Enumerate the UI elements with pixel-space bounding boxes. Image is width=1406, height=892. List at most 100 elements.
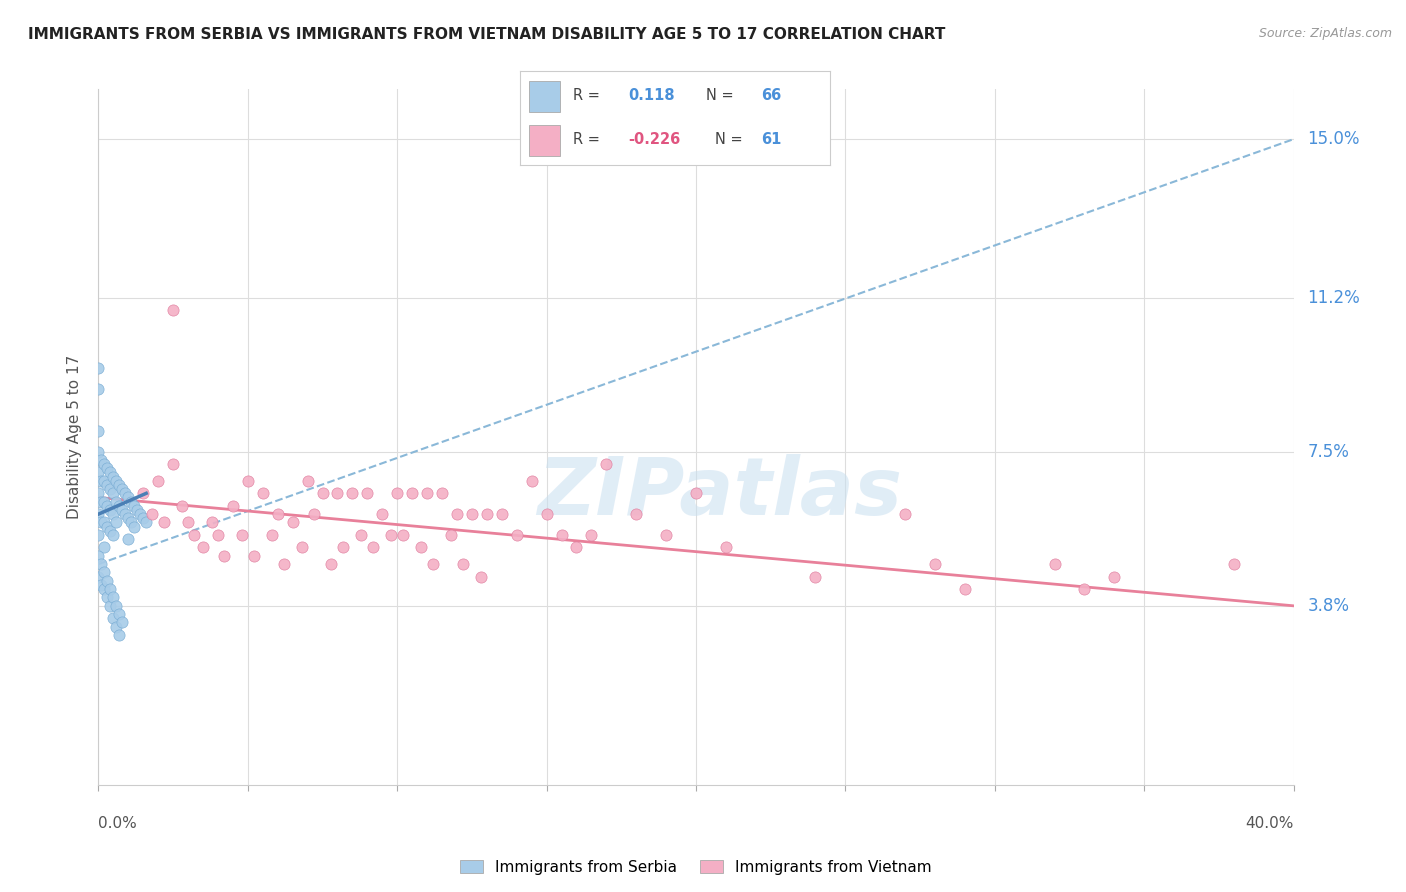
- Point: [98, 582, 122, 596]
- Point: [297, 474, 319, 488]
- Point: [1104, 569, 1126, 583]
- Point: [93, 474, 115, 488]
- Point: [430, 486, 453, 500]
- Point: [103, 507, 125, 521]
- Point: [98, 599, 122, 613]
- Point: [108, 628, 131, 642]
- Point: [93, 457, 115, 471]
- Point: [212, 549, 235, 563]
- Point: [90, 516, 112, 530]
- Point: [105, 620, 128, 634]
- Point: [93, 494, 115, 508]
- Point: [132, 486, 155, 500]
- Point: [595, 457, 617, 471]
- Point: [356, 486, 378, 500]
- Point: [153, 516, 176, 530]
- Point: [183, 528, 205, 542]
- Point: [440, 528, 463, 542]
- Text: N =: N =: [706, 88, 734, 103]
- Text: -0.226: -0.226: [628, 132, 681, 147]
- Point: [108, 499, 131, 513]
- Point: [804, 569, 827, 583]
- Point: [162, 303, 184, 318]
- Point: [451, 557, 474, 571]
- Point: [363, 541, 385, 555]
- Point: [103, 611, 125, 625]
- Point: [111, 482, 134, 496]
- Point: [93, 516, 115, 530]
- Text: 66: 66: [762, 88, 782, 103]
- Point: [135, 516, 157, 530]
- Point: [117, 491, 139, 505]
- Point: [87, 444, 110, 458]
- Point: [114, 507, 136, 521]
- Point: [90, 557, 112, 571]
- Point: [207, 528, 229, 542]
- Point: [103, 469, 125, 483]
- Point: [87, 549, 110, 563]
- Text: R =: R =: [572, 132, 600, 147]
- Point: [93, 582, 115, 596]
- Point: [98, 466, 122, 480]
- Point: [894, 507, 917, 521]
- Point: [371, 507, 394, 521]
- Point: [103, 486, 125, 500]
- Point: [461, 507, 484, 521]
- Point: [87, 382, 110, 396]
- Point: [924, 557, 946, 571]
- Point: [231, 528, 253, 542]
- Text: 40.0%: 40.0%: [1246, 816, 1294, 831]
- Point: [326, 486, 349, 500]
- Point: [111, 615, 134, 630]
- Text: 15.0%: 15.0%: [1308, 130, 1360, 148]
- Point: [111, 503, 134, 517]
- Point: [148, 474, 170, 488]
- Point: [416, 486, 439, 500]
- Point: [162, 457, 184, 471]
- Point: [290, 541, 312, 555]
- Point: [87, 507, 110, 521]
- Point: [422, 557, 444, 571]
- Point: [380, 528, 402, 542]
- Point: [87, 486, 110, 500]
- Text: 0.0%: 0.0%: [98, 816, 138, 831]
- Point: [117, 532, 139, 546]
- Point: [120, 494, 142, 508]
- Point: [506, 528, 529, 542]
- Point: [243, 549, 266, 563]
- Point: [470, 569, 492, 583]
- Point: [87, 528, 110, 542]
- Point: [536, 507, 558, 521]
- Point: [90, 494, 112, 508]
- Point: [114, 486, 136, 500]
- Point: [565, 541, 588, 555]
- Point: [103, 591, 125, 605]
- Point: [401, 486, 423, 500]
- Point: [90, 474, 112, 488]
- Text: 61: 61: [762, 132, 782, 147]
- Point: [108, 478, 131, 492]
- Point: [1223, 557, 1246, 571]
- Point: [177, 516, 200, 530]
- Point: [714, 541, 737, 555]
- Point: [96, 461, 118, 475]
- Text: ZIPatlas: ZIPatlas: [537, 454, 903, 532]
- Point: [311, 486, 333, 500]
- Point: [236, 474, 259, 488]
- Point: [96, 591, 118, 605]
- Point: [302, 507, 325, 521]
- Point: [385, 486, 409, 500]
- Point: [124, 499, 146, 513]
- Point: [446, 507, 468, 521]
- Point: [90, 453, 112, 467]
- Point: [87, 424, 110, 438]
- Point: [127, 503, 149, 517]
- Point: [267, 507, 290, 521]
- Point: [120, 516, 142, 530]
- Point: [117, 511, 139, 525]
- Point: [392, 528, 415, 542]
- Point: [87, 361, 110, 376]
- Text: IMMIGRANTS FROM SERBIA VS IMMIGRANTS FROM VIETNAM DISABILITY AGE 5 TO 17 CORRELA: IMMIGRANTS FROM SERBIA VS IMMIGRANTS FRO…: [28, 27, 945, 42]
- Point: [105, 474, 128, 488]
- Point: [129, 507, 152, 521]
